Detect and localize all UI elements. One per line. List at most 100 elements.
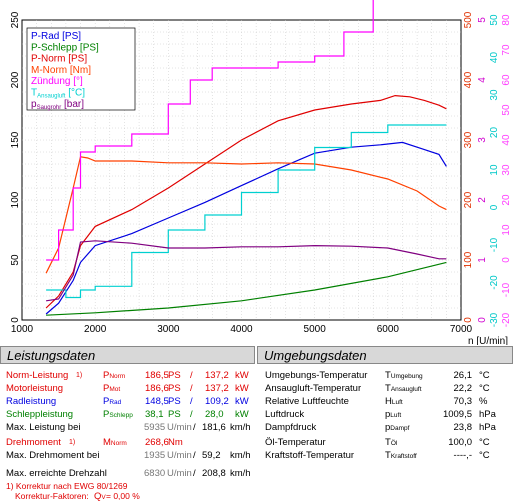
torque-label: Drehmoment: [6, 437, 61, 448]
y-tick-label-right: 3: [477, 137, 488, 143]
max-rpm-rpm: 6830: [144, 468, 166, 479]
ambient-symbol-sub: Öl: [390, 440, 398, 447]
y-tick-label-right: 1: [477, 257, 488, 263]
ambient-symbol-sub: Kraftstoff: [390, 453, 417, 460]
ambient-value: ----,-: [453, 450, 472, 461]
ambient-value: 100,0: [448, 437, 472, 448]
ambient-row: Luftdruck pLuft 1009,5 hPa: [257, 408, 513, 421]
leistungsdaten-panel: Leistungsdaten Norm-Leistung 1) PNorm 186,…: [0, 346, 255, 503]
series-line: [46, 240, 447, 302]
ambient-symbol-sub: Umgebung: [390, 373, 423, 380]
power-ps-unit: PS: [168, 383, 181, 394]
ambient-symbol: TÖl: [385, 437, 398, 448]
power-symbol-sub: Norm: [109, 373, 126, 380]
ambient-unit: °C: [479, 450, 490, 461]
footnote-2-label: Korrektur-Faktoren:: [15, 491, 89, 501]
ambient-unit: °C: [479, 437, 490, 448]
y-tick-label-right: 4: [477, 77, 488, 83]
x-tick-label: 3000: [157, 324, 180, 335]
power-sep: /: [190, 396, 193, 407]
max-rpm-rpm-unit: U/min: [167, 468, 192, 479]
ambient-symbol-sub: Luft: [391, 399, 403, 406]
y-tick-label-right: 300: [463, 131, 474, 148]
y-tick-label-right: 50: [489, 14, 500, 26]
ambient-symbol-sub: Dampf: [390, 425, 410, 432]
y-tick-label-right: 0: [489, 204, 500, 210]
ambient-symbol: TAnsaugluft: [385, 383, 422, 394]
max-torque: Max. Drehmoment bei 1935 U/min/ 59,2 km/h: [0, 449, 255, 462]
power-symbol: PRad: [103, 396, 122, 407]
ambient-label: Relative Luftfeuchte: [265, 396, 349, 407]
y-tick-label-right: 30: [501, 164, 512, 176]
x-tick-label: 6000: [377, 324, 400, 335]
y-tick-label-right: 50: [501, 104, 512, 116]
ambient-row: Umgebungs-Temperatur TUmgebung 26,1 °C: [257, 369, 513, 382]
ambient-unit: %: [479, 396, 488, 407]
power-kw-unit: kW: [235, 383, 249, 394]
max-torque-speed-unit: km/h: [230, 450, 251, 461]
max-rpm-speed: 208,8: [202, 468, 226, 479]
footnote-2-value: = 0,00 %: [106, 491, 140, 501]
power-sep: /: [190, 383, 193, 394]
ambient-label: Luftdruck: [265, 409, 305, 420]
power-kw-value: 109,2: [205, 396, 229, 407]
series-line: [46, 261, 447, 316]
y-tick-label-right: 400: [463, 71, 474, 88]
y-tick-label-right: 60: [501, 74, 512, 86]
ambient-value: 1009,5: [442, 409, 472, 420]
power-symbol-sub: Schlepp: [109, 412, 133, 419]
ambient-unit: hPa: [479, 409, 496, 420]
legend-entry: P-Norm [PS]: [31, 54, 87, 65]
power-ps-unit: PS: [168, 409, 181, 420]
y-tick-label-right: 20: [501, 194, 512, 206]
power-symbol: PSchlepp: [103, 409, 133, 420]
legend-box: [26, 27, 136, 111]
x-tick-label: 7000: [450, 324, 473, 335]
max-rpm-speed-unit: km/h: [230, 468, 251, 479]
y-tick-label-right: 2: [477, 197, 488, 203]
ambient-symbol: TUmgebung: [385, 370, 423, 381]
y-tick-label-right: 10: [489, 164, 500, 176]
ambient-label: Umgebungs-Temperatur: [265, 370, 368, 381]
ambient-value: 23,8: [453, 422, 473, 433]
legend-entry: Zündung [°]: [31, 76, 83, 87]
y-tick-label-left: 250: [10, 11, 21, 28]
y-tick-label-left: 50: [10, 254, 21, 266]
power-kw-value: 137,2: [205, 383, 229, 394]
ambient-label: Dampfdruck: [265, 422, 317, 433]
umgebungsdaten-title: Umgebungsdaten: [257, 346, 513, 364]
x-tick-label: 4000: [230, 324, 253, 335]
power-sep: /: [190, 409, 193, 420]
ambient-symbol: HLuft: [385, 396, 403, 407]
ambient-symbol: pDampf: [385, 422, 410, 433]
y-tick-label-right: 70: [501, 44, 512, 56]
torque-unit: Nm: [168, 437, 183, 448]
power-sep: /: [190, 370, 193, 381]
power-kw-unit: kW: [235, 370, 249, 381]
max-power-speed-unit: km/h: [230, 422, 251, 433]
y-tick-label-right: 30: [489, 89, 500, 101]
series-line: [45, 156, 447, 274]
max-rpm-label: Max. erreichte Drehzahl: [6, 468, 107, 479]
y-tick-label-right: 40: [501, 134, 512, 146]
y-tick-label-right: 20: [489, 127, 500, 139]
y-tick-label-right: -10: [501, 282, 512, 297]
ambient-symbol: pLuft: [385, 409, 402, 420]
power-kw-value: 28,0: [205, 409, 224, 420]
leistungsdaten-title: Leistungsdaten: [0, 346, 255, 364]
power-symbol-sub: Mot: [109, 386, 121, 393]
x-tick-label: 1000: [11, 324, 34, 335]
legend-entry: P-Schlepp [PS]: [31, 42, 99, 53]
y-tick-label-right: 0: [477, 317, 488, 323]
y-tick-label-right: -10: [489, 237, 500, 252]
footnote-2: Korrektur-Faktoren: QV = 0,00 %: [0, 490, 255, 503]
max-torque-sep: /: [193, 450, 196, 461]
power-row: Motorleistung PMot 186,6 PS / 137,2 kW: [0, 382, 255, 395]
ambient-symbol-sub: Luft: [390, 412, 402, 419]
y-tick-label-right: 10: [501, 224, 512, 236]
ambient-value: 26,1: [453, 370, 473, 381]
power-symbol: PMot: [103, 383, 121, 394]
x-tick-label: 2000: [84, 324, 107, 335]
y-tick-label-right: 0: [463, 317, 474, 323]
